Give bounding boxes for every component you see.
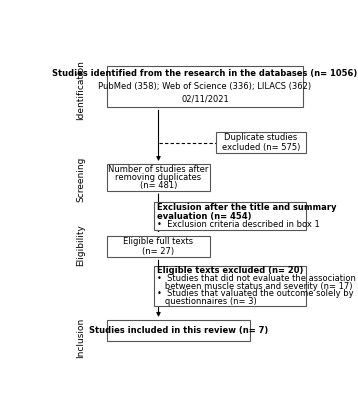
Text: Eligible texts excluded (n= 20): Eligible texts excluded (n= 20) bbox=[157, 266, 304, 276]
Text: •  Exclusion criteria described in box 1: • Exclusion criteria described in box 1 bbox=[157, 220, 320, 229]
Text: Eligible full texts: Eligible full texts bbox=[124, 237, 194, 246]
Text: Studies identified from the research in the databases (n= 1056): Studies identified from the research in … bbox=[52, 69, 358, 78]
Text: •  Studies that did not evaluate the association: • Studies that did not evaluate the asso… bbox=[157, 274, 356, 283]
FancyBboxPatch shape bbox=[154, 266, 306, 306]
FancyBboxPatch shape bbox=[107, 66, 303, 108]
Text: between muscle status and severity (n= 17): between muscle status and severity (n= 1… bbox=[157, 282, 353, 290]
FancyBboxPatch shape bbox=[107, 320, 250, 341]
Text: PubMed (358); Web of Science (336); LILACS (362): PubMed (358); Web of Science (336); LILA… bbox=[98, 82, 311, 91]
Text: Eligibility: Eligibility bbox=[76, 224, 85, 266]
FancyBboxPatch shape bbox=[216, 132, 306, 153]
Text: removing duplicates: removing duplicates bbox=[115, 173, 202, 182]
Text: evaluation (n= 454): evaluation (n= 454) bbox=[157, 212, 252, 221]
Text: •  Studies that valuated the outcome solely by: • Studies that valuated the outcome sole… bbox=[157, 289, 354, 298]
Text: Number of studies after: Number of studies after bbox=[108, 165, 209, 174]
Text: Screening: Screening bbox=[76, 156, 85, 202]
FancyBboxPatch shape bbox=[107, 236, 210, 257]
FancyBboxPatch shape bbox=[107, 164, 210, 191]
Text: Exclusion after the title and summary: Exclusion after the title and summary bbox=[157, 203, 337, 212]
Text: (n= 27): (n= 27) bbox=[142, 247, 175, 256]
FancyBboxPatch shape bbox=[154, 202, 306, 230]
Text: Duplicate studies: Duplicate studies bbox=[224, 133, 297, 142]
Text: questionnaires (n= 3): questionnaires (n= 3) bbox=[157, 297, 257, 306]
Text: Studies included in this review (n= 7): Studies included in this review (n= 7) bbox=[89, 326, 268, 335]
Text: Inclusion: Inclusion bbox=[76, 317, 85, 358]
Text: Identification: Identification bbox=[76, 60, 85, 120]
Text: 02/11/2021: 02/11/2021 bbox=[181, 95, 229, 104]
Text: (n= 481): (n= 481) bbox=[140, 181, 177, 190]
Text: excluded (n= 575): excluded (n= 575) bbox=[222, 143, 300, 152]
